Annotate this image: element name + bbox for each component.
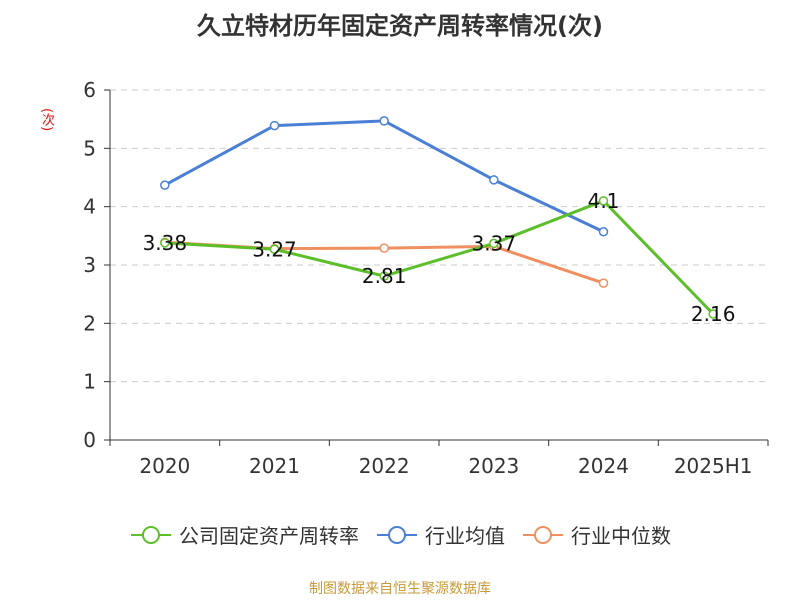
legend-item-industry-mean[interactable]: 行业均值 (375, 520, 505, 549)
legend-label-company: 公司固定资产周转率 (179, 524, 359, 548)
data-label: 3.27 (252, 237, 297, 261)
legend-marker-company (131, 525, 171, 544)
data-point (598, 196, 609, 206)
data-label: 3.37 (472, 231, 517, 255)
legend-marker-industry-mean (377, 525, 417, 544)
data-point (379, 271, 389, 281)
data-point (708, 309, 718, 319)
legend-item-company[interactable]: 公司固定资产周转率 (129, 520, 359, 549)
data-label: 2.16 (691, 302, 736, 326)
y-tick-label: 4 (83, 195, 96, 219)
data-label: 3.38 (143, 231, 188, 255)
y-tick-label: 5 (83, 136, 96, 160)
data-point (489, 175, 499, 185)
legend-label-industry-median: 行业中位数 (571, 524, 671, 548)
data-point (598, 227, 609, 237)
data-point (598, 278, 609, 288)
data-point (379, 243, 389, 253)
data-point (160, 238, 170, 248)
data-point (160, 180, 170, 190)
x-tick-label: 2024 (578, 454, 629, 478)
legend: 公司固定资产周转率 行业均值 行业中位数 (0, 520, 800, 549)
y-tick-label: 1 (83, 370, 96, 394)
legend-item-industry-median[interactable]: 行业中位数 (521, 520, 671, 549)
source-note: 制图数据来自恒生聚源数据库 (309, 581, 491, 597)
data-point (379, 116, 389, 126)
y-tick-label: 0 (83, 428, 96, 452)
data-label: 2.81 (362, 264, 407, 288)
x-tick-label: 2022 (359, 454, 410, 478)
y-tick-label: 3 (83, 253, 96, 277)
x-tick-label: 2025H1 (674, 454, 753, 478)
series-line (164, 199, 715, 316)
y-tick-label: 6 (83, 78, 96, 102)
legend-label-industry-mean: 行业均值 (425, 524, 505, 548)
data-point (269, 244, 280, 254)
x-tick-label: 2021 (249, 454, 300, 478)
x-tick-label: 2023 (468, 454, 519, 478)
series-line (164, 119, 605, 234)
chart-title: 久立特材历年固定资产周转率情况(次) (197, 12, 603, 40)
data-point (269, 120, 280, 131)
legend-marker-industry-median (523, 525, 563, 544)
data-point (489, 238, 499, 249)
y-axis-label: (次) (39, 108, 54, 132)
data-label: 4.1 (588, 189, 620, 213)
x-tick-label: 2020 (139, 454, 190, 478)
y-tick-label: 2 (83, 311, 96, 335)
